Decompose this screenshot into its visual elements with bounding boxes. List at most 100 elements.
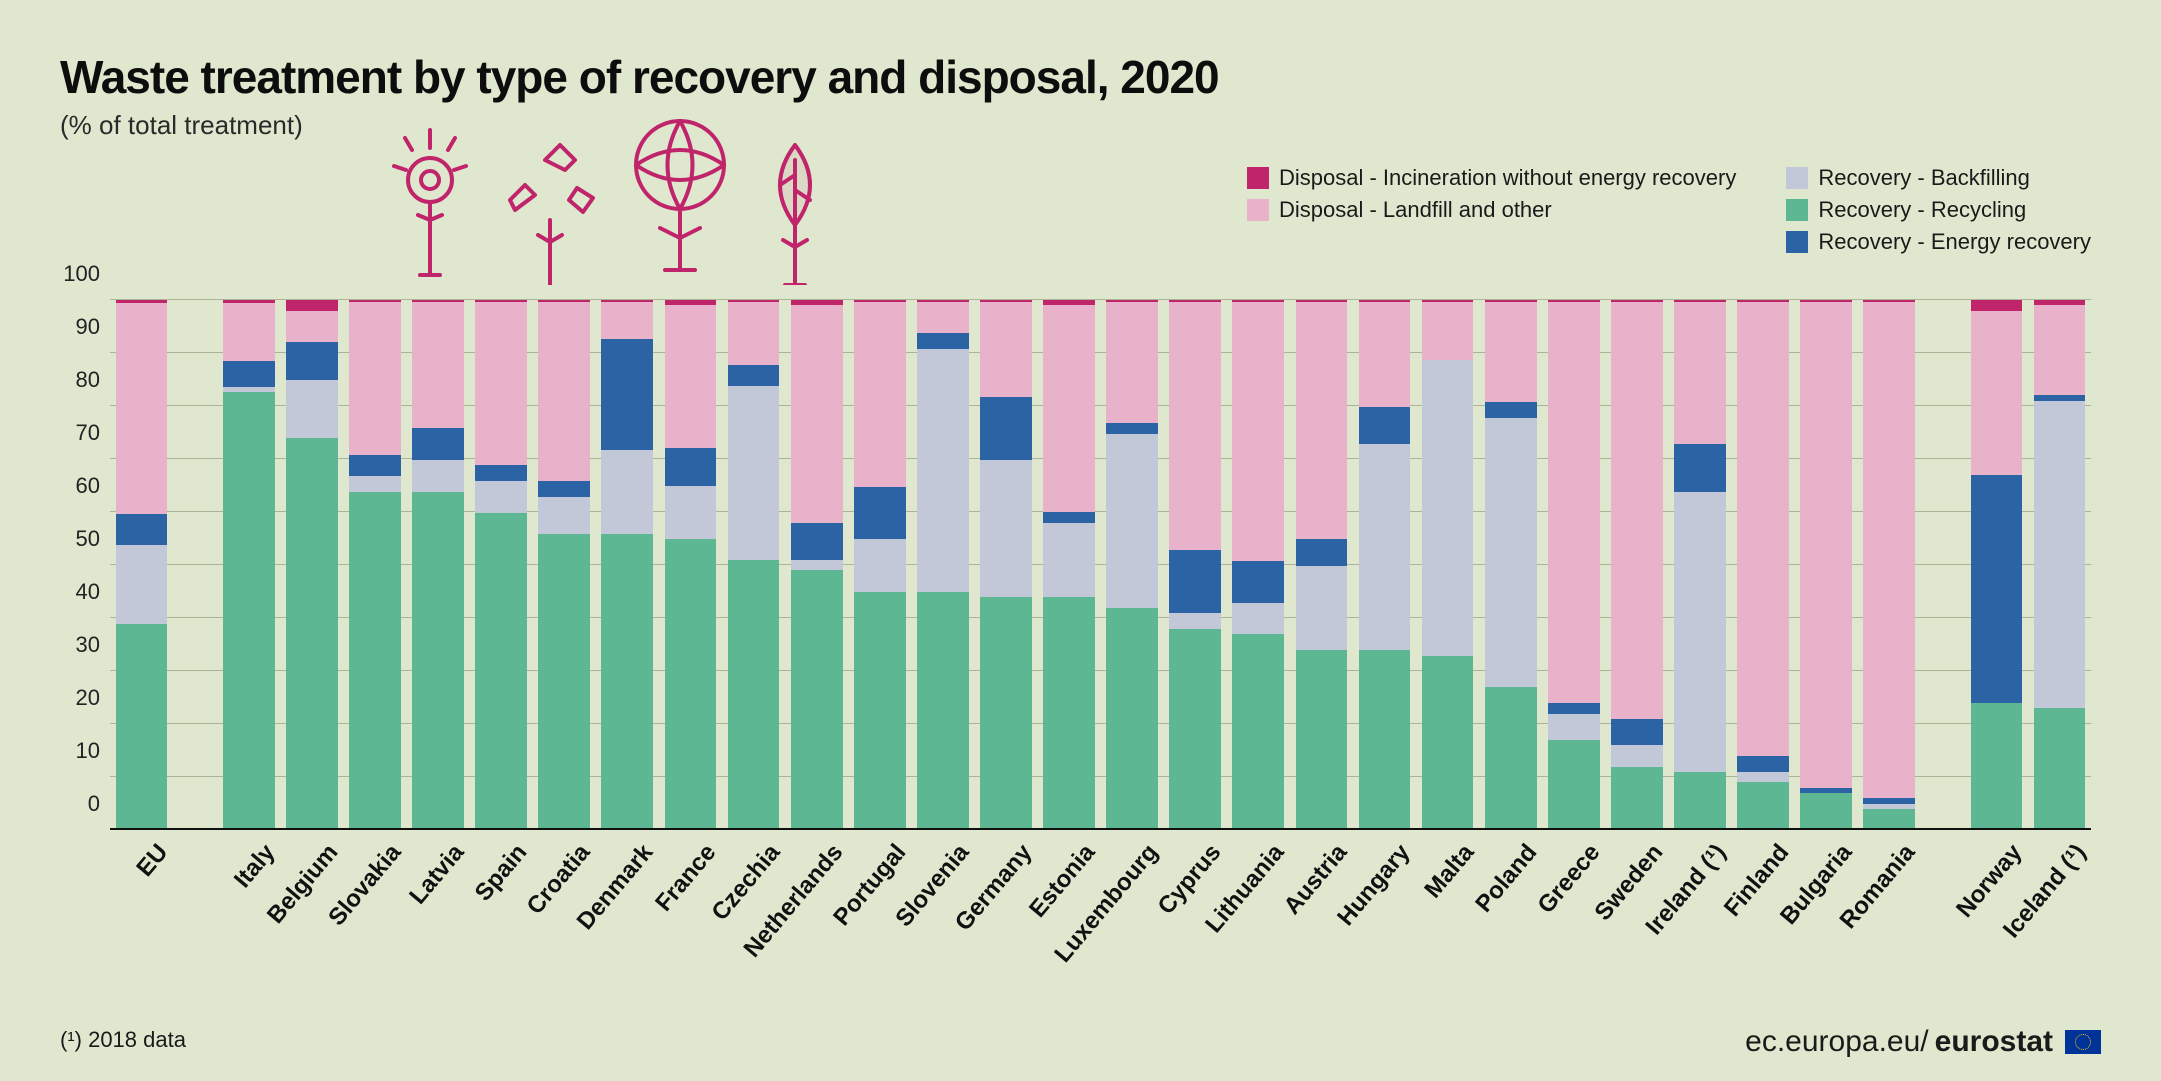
bar-segment <box>1548 740 1600 830</box>
bar-slot: Luxembourg <box>1101 300 1164 830</box>
bar-slot: Germany <box>974 300 1037 830</box>
bar-segment <box>1296 566 1348 651</box>
stacked-bar <box>1422 300 1474 830</box>
bar-slot: Netherlands <box>785 300 848 830</box>
bar-slot: Greece <box>1542 300 1605 830</box>
bar-segment <box>1169 302 1221 550</box>
chart-title: Waste treatment by type of recovery and … <box>60 50 2101 104</box>
bar-segment <box>917 592 969 830</box>
bar-slot: Cyprus <box>1164 300 1227 830</box>
bar-segment <box>1359 444 1411 650</box>
bar-segment <box>116 624 168 830</box>
bar-segment <box>1485 687 1537 830</box>
x-tick-label: Latvia <box>397 833 471 911</box>
legend-swatch <box>1786 199 1808 221</box>
bar-segment <box>1359 302 1411 408</box>
legend-swatch <box>1786 167 1808 189</box>
bar-segment <box>116 545 168 624</box>
stacked-bar <box>412 300 464 830</box>
stacked-bar <box>1674 300 1726 830</box>
bar-segment <box>2034 708 2086 830</box>
bar-segment <box>1422 360 1474 656</box>
bar-segment <box>1359 407 1411 444</box>
bar-slot: Slovenia <box>911 300 974 830</box>
bar-segment <box>728 560 780 830</box>
bar-segment <box>412 428 464 460</box>
footnote: (¹) 2018 data <box>60 1027 186 1053</box>
decorative-illustration <box>360 105 860 285</box>
bar-segment <box>412 492 464 830</box>
stacked-bar <box>286 300 338 830</box>
bar-segment <box>349 476 401 492</box>
bar-segment <box>1043 597 1095 830</box>
stacked-bar <box>1359 300 1411 830</box>
bar-segment <box>1800 793 1852 830</box>
bar-segment <box>1359 650 1411 830</box>
bar-segment <box>791 305 843 522</box>
bar-segment <box>601 450 653 535</box>
group-gap <box>173 300 217 830</box>
bar-segment <box>791 570 843 830</box>
bar-segment <box>1169 629 1221 830</box>
stacked-bar <box>917 300 969 830</box>
bar-segment <box>1971 475 2023 703</box>
legend-label: Recovery - Energy recovery <box>1818 229 2091 255</box>
legend-item: Disposal - Incineration without energy r… <box>1247 165 1736 191</box>
bar-segment <box>1422 656 1474 830</box>
bar-segment <box>1232 302 1284 561</box>
legend-item: Recovery - Backfilling <box>1786 165 2091 191</box>
bar-segment <box>854 487 906 540</box>
stacked-bar <box>980 300 1032 830</box>
bar-segment <box>116 514 168 546</box>
bar-segment <box>1232 561 1284 603</box>
bar-segment <box>1296 650 1348 830</box>
bar-segment <box>286 438 338 830</box>
bar-slot: Finland <box>1732 300 1795 830</box>
legend-label: Recovery - Recycling <box>1818 197 2026 223</box>
bar-slot: Spain <box>470 300 533 830</box>
legend-swatch <box>1247 167 1269 189</box>
bar-segment <box>1971 311 2023 475</box>
bar-segment <box>1674 492 1726 772</box>
bar-segment <box>1106 423 1158 434</box>
stacked-bar <box>1971 300 2023 830</box>
stacked-bar <box>1485 300 1537 830</box>
group-gap <box>1921 300 1965 830</box>
bar-slot: Latvia <box>407 300 470 830</box>
source-url-bold: eurostat <box>1935 1025 2053 1059</box>
stacked-bar <box>223 300 275 830</box>
bar-slot: France <box>659 300 722 830</box>
bar-slot: Austria <box>1290 300 1353 830</box>
legend-item: Recovery - Energy recovery <box>1786 229 2091 255</box>
x-tick-label: Poland <box>1462 833 1543 919</box>
bar-slot: Portugal <box>848 300 911 830</box>
legend: Disposal - Incineration without energy r… <box>1247 165 2091 255</box>
stacked-bar <box>1232 300 1284 830</box>
stacked-bar <box>1737 300 1789 830</box>
y-tick-label: 90 <box>55 314 100 340</box>
stacked-bar <box>475 300 527 830</box>
bar-segment <box>286 300 338 311</box>
bar-segment <box>1485 402 1537 418</box>
stacked-bar <box>728 300 780 830</box>
x-tick-label: EU <box>123 833 174 883</box>
bar-segment <box>1863 809 1915 830</box>
bar-segment <box>980 397 1032 460</box>
bar-segment <box>1548 703 1600 714</box>
y-tick-label: 20 <box>55 685 100 711</box>
legend-swatch <box>1786 231 1808 253</box>
legend-label: Recovery - Backfilling <box>1818 165 2030 191</box>
bar-segment <box>1971 703 2023 830</box>
bar-segment <box>728 386 780 560</box>
y-tick-label: 0 <box>55 791 100 817</box>
stacked-bar <box>1548 300 1600 830</box>
stacked-bar <box>791 300 843 830</box>
bar-segment <box>1485 418 1537 688</box>
source-url-prefix: ec.europa.eu/ <box>1745 1025 1928 1059</box>
stacked-bar <box>1863 300 1915 830</box>
bar-segment <box>917 349 969 592</box>
bar-segment <box>1611 745 1663 766</box>
stacked-bar <box>116 300 168 830</box>
bar-segment <box>1863 302 1915 799</box>
bar-segment <box>286 380 338 438</box>
